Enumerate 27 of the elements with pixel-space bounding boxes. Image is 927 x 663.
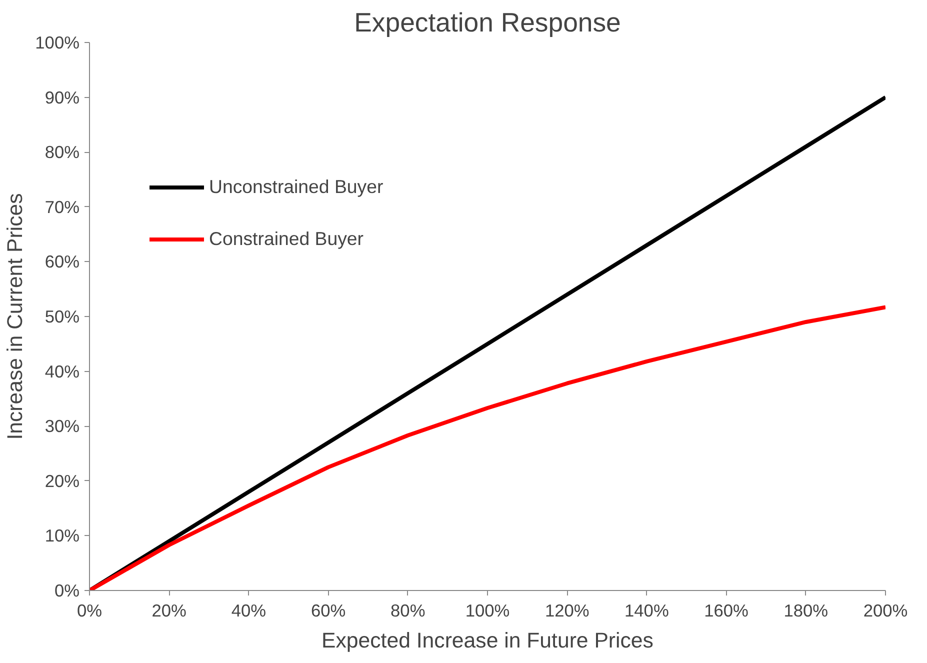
y-tick-label: 0% xyxy=(54,580,80,600)
x-tick-label: 60% xyxy=(310,600,346,620)
y-axis-title: Increase in Current Prices xyxy=(3,193,28,440)
x-tick-label: 40% xyxy=(231,600,266,620)
chart-title: Expectation Response xyxy=(354,8,621,38)
y-tick-label: 20% xyxy=(44,470,80,491)
x-tick-label: 180% xyxy=(784,600,828,620)
y-tick-label: 80% xyxy=(44,142,80,162)
legend-label: Unconstrained Buyer xyxy=(209,176,384,198)
x-tick-label: 200% xyxy=(863,600,908,620)
y-tick-label: 30% xyxy=(44,416,80,436)
x-tick-label: 20% xyxy=(152,600,186,620)
x-tick-label: 100% xyxy=(465,600,510,620)
legend-label: Constrained Buyer xyxy=(209,228,364,250)
y-tick-label: 100% xyxy=(35,32,80,52)
y-tick-label: 50% xyxy=(44,306,80,326)
x-tick-label: 160% xyxy=(704,600,748,620)
x-tick-label: 140% xyxy=(624,600,669,620)
x-axis-title: Expected Increase in Future Prices xyxy=(322,628,654,652)
y-tick-label: 90% xyxy=(44,87,80,108)
y-tick-label: 60% xyxy=(44,252,80,272)
x-tick-label: 0% xyxy=(76,600,102,620)
x-tick-label: 80% xyxy=(390,600,426,620)
y-tick-label: 70% xyxy=(44,196,80,217)
x-tick-label: 120% xyxy=(544,600,590,620)
y-tick-label: 10% xyxy=(44,526,80,546)
y-tick-label: 40% xyxy=(44,361,80,382)
